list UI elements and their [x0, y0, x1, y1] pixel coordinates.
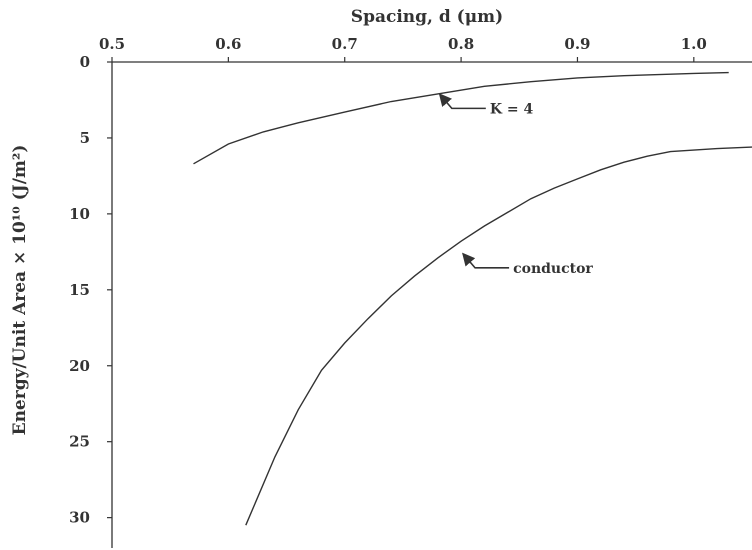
y-tick-label: 15 — [69, 281, 90, 299]
annotation-label-conductor: conductor — [513, 261, 593, 277]
x-tick-label: 0.6 — [215, 35, 241, 53]
x-ticks: 0.5 0.6 0.7 0.8 0.9 1.0 — [99, 35, 707, 62]
x-axis-title: Spacing, d (μm) — [351, 7, 503, 27]
y-ticks: 0 5 10 15 20 25 30 — [69, 53, 112, 527]
x-tick-label: 0.9 — [564, 35, 590, 53]
annotation-arrow-conductor — [462, 252, 510, 269]
y-tick-label: 0 — [80, 53, 90, 71]
y-tick-label: 5 — [80, 129, 90, 147]
y-tick-label: 30 — [69, 509, 90, 527]
x-tick-label: 1.0 — [681, 35, 707, 53]
y-tick-label: 20 — [69, 357, 90, 375]
x-tick-label: 0.7 — [332, 35, 358, 53]
y-axis-title: Energy/Unit Area × 10¹⁰ (J/m²) — [10, 145, 30, 436]
y-tick-label: 10 — [69, 205, 90, 223]
series-line-conductor — [245, 146, 752, 526]
x-tick-label: 0.5 — [99, 35, 125, 53]
axes: 0.5 0.6 0.7 0.8 0.9 1.0 0 5 10 15 20 25 30 — [69, 35, 752, 548]
y-tick-label: 25 — [69, 433, 90, 451]
series-layer — [193, 71, 752, 526]
annotation-label-k-4: K = 4 — [490, 101, 534, 117]
series-line-k-4 — [193, 71, 729, 165]
x-tick-label: 0.8 — [448, 35, 474, 53]
annotation-arrow-k-4 — [438, 93, 486, 110]
annotation-layer: K = 4 conductor — [438, 93, 593, 277]
